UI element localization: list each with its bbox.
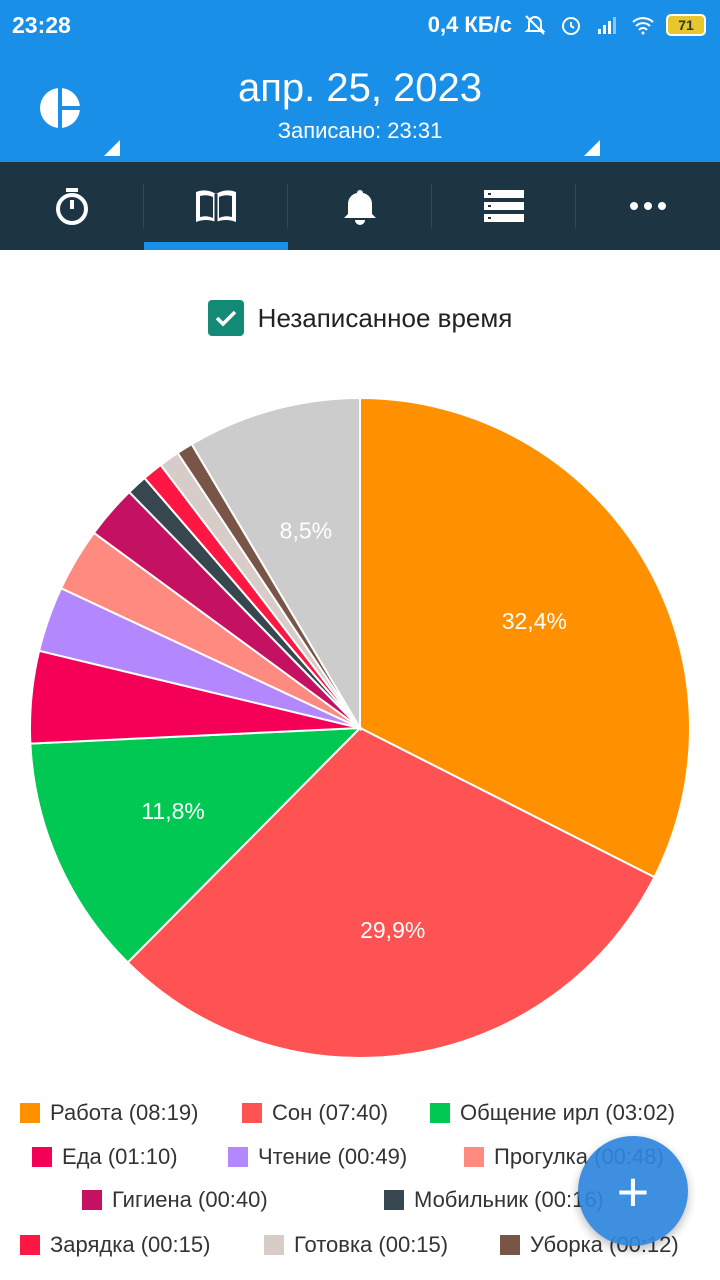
status-time: 23:28	[12, 12, 71, 38]
legend-swatch	[242, 1103, 262, 1123]
battery-icon: 71	[666, 14, 706, 36]
date-header: апр. 25, 2023 Записано: 23:31	[0, 52, 720, 162]
signal-icon	[598, 17, 616, 34]
legend-item: Зарядка (00:15)	[20, 1232, 210, 1258]
legend-label: Чтение (00:49)	[258, 1144, 408, 1169]
legend-swatch	[264, 1235, 284, 1255]
legend-item: Мобильник (00:16)	[384, 1187, 604, 1213]
tab-timer[interactable]	[0, 162, 144, 250]
slice-label: 11,8%	[141, 798, 205, 824]
alarm-icon	[562, 17, 580, 35]
tab-journal[interactable]	[144, 162, 288, 250]
date-title[interactable]: апр. 25, 2023	[237, 66, 483, 110]
legend-swatch	[500, 1235, 520, 1255]
app-logo-icon[interactable]	[38, 86, 82, 130]
legend-item: Сон (07:40)	[242, 1100, 388, 1126]
legend-swatch	[384, 1190, 404, 1210]
legend-label: Мобильник (00:16)	[414, 1187, 604, 1212]
range-dropdown-corner-icon	[584, 140, 600, 156]
list-icon	[484, 190, 524, 222]
tab-bar	[0, 162, 720, 250]
legend-swatch	[20, 1235, 40, 1255]
legend-swatch	[82, 1190, 102, 1210]
book-icon	[196, 190, 236, 222]
pie-slice[interactable]	[190, 396, 361, 732]
pie-slice[interactable]	[29, 726, 363, 964]
legend-label: Работа (08:19)	[50, 1100, 199, 1125]
legend-swatch	[32, 1147, 52, 1167]
legend-label: Сон (07:40)	[272, 1100, 389, 1125]
checkmark-icon	[215, 310, 236, 327]
legend-label: Гигиена (00:40)	[112, 1187, 268, 1212]
legend-label: Готовка (00:15)	[294, 1232, 449, 1257]
date-dropdown-corner-icon	[104, 140, 120, 156]
pie-slice[interactable]	[359, 396, 691, 879]
legend-item: Готовка (00:15)	[264, 1232, 448, 1258]
mute-icon	[524, 15, 546, 35]
recorded-time: Записано: 23:31	[277, 118, 443, 143]
bell-icon	[344, 190, 376, 225]
active-tab-indicator	[144, 242, 288, 250]
pie-chart: 32,4% 29,9% 11,8% 8,5%	[29, 396, 691, 1059]
slice-label: 32,4%	[502, 608, 567, 634]
tab-list[interactable]	[432, 162, 576, 250]
legend-item: Еда (01:10)	[32, 1144, 178, 1170]
add-entry-button[interactable]: +	[578, 1136, 688, 1246]
legend-item: Чтение (00:49)	[228, 1144, 407, 1170]
status-bar: 23:28 0,4 КБ/с 71	[0, 0, 720, 52]
stopwatch-icon	[56, 188, 88, 225]
tab-reminders[interactable]	[288, 162, 432, 250]
legend-swatch	[464, 1147, 484, 1167]
tab-more[interactable]	[576, 162, 720, 250]
slice-label: 29,9%	[360, 917, 425, 943]
legend-item: Работа (08:19)	[20, 1100, 198, 1126]
legend-label: Общение ирл (03:02)	[460, 1100, 676, 1125]
plus-icon: +	[616, 1159, 650, 1223]
legend-label: Еда (01:10)	[62, 1144, 178, 1169]
legend-swatch	[20, 1103, 40, 1123]
legend-swatch	[430, 1103, 450, 1123]
pie-slice[interactable]	[126, 726, 656, 1059]
net-speed: 0,4 КБ/с	[427, 12, 512, 37]
unrecorded-time-checkbox[interactable]	[207, 300, 244, 336]
wifi-icon	[632, 17, 654, 35]
unrecorded-time-toggle[interactable]: Незаписанное время	[0, 296, 720, 340]
more-icon	[630, 202, 666, 210]
legend-item: Гигиена (00:40)	[82, 1187, 268, 1213]
legend-item: Общение ирл (03:02)	[430, 1100, 675, 1126]
unrecorded-time-label: Незаписанное время	[257, 302, 513, 333]
slice-label: 8,5%	[280, 518, 332, 544]
status-right: 0,4 КБ/с 71	[428, 12, 706, 38]
legend-swatch	[228, 1147, 248, 1167]
legend-label: Зарядка (00:15)	[50, 1232, 211, 1257]
